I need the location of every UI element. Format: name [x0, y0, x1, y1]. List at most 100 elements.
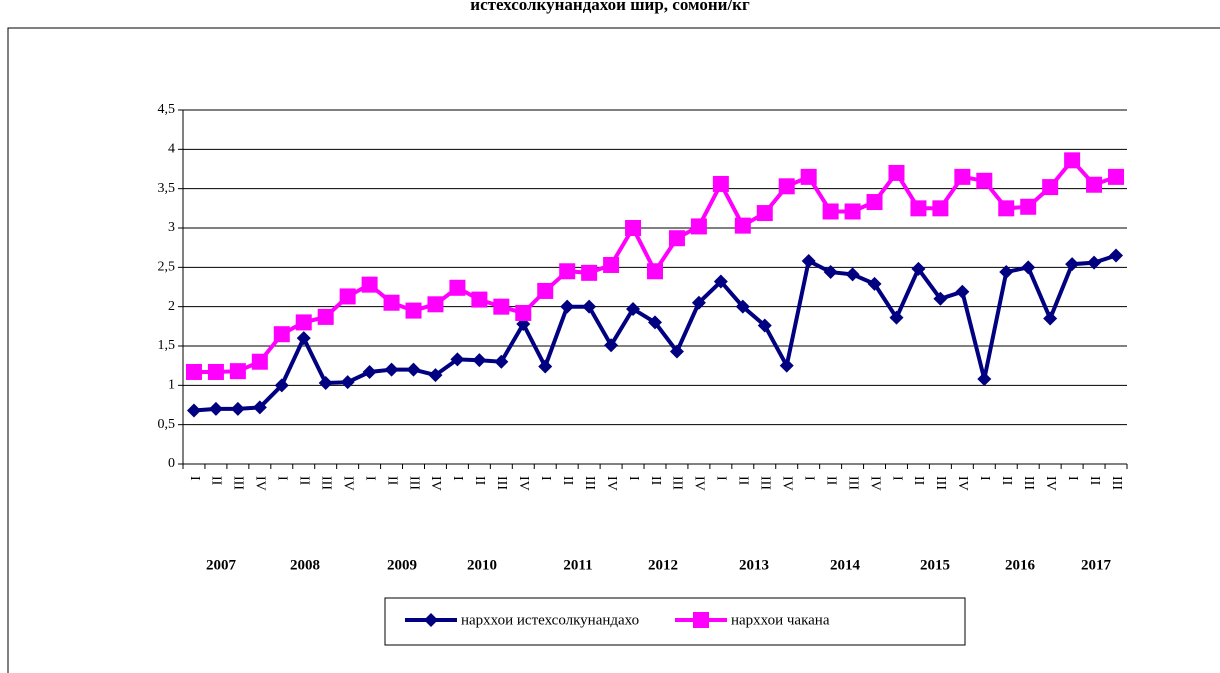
year-label: 2012	[648, 557, 678, 573]
x-tick-label: I	[1065, 476, 1080, 481]
x-tick-label: IV	[1043, 476, 1058, 491]
point	[273, 326, 290, 343]
x-tick-label: IV	[955, 476, 970, 491]
point	[295, 314, 312, 331]
x-tick-label: I	[977, 476, 992, 481]
y-tick-label: 2,5	[158, 260, 176, 275]
point	[252, 400, 267, 415]
point	[822, 203, 839, 220]
point	[559, 263, 576, 280]
point	[823, 265, 838, 280]
point	[1042, 179, 1059, 196]
chart-frame	[7, 27, 1220, 673]
year-label: 2007	[206, 557, 237, 573]
y-tick-label: 2	[168, 299, 175, 314]
point	[712, 175, 729, 192]
legend-marker	[693, 612, 709, 628]
point	[647, 263, 663, 280]
point	[669, 344, 684, 359]
point	[713, 274, 728, 289]
legend-label: нарххои истехсолкунандахо	[461, 612, 639, 628]
x-tick-label: IV	[780, 476, 795, 491]
point	[932, 200, 949, 217]
point	[867, 276, 882, 291]
point	[844, 203, 861, 220]
point	[296, 331, 311, 346]
point	[691, 295, 706, 310]
y-tick-label: 4,5	[158, 102, 176, 117]
point	[604, 338, 619, 353]
point	[317, 308, 334, 325]
x-tick-label: II	[1087, 476, 1102, 486]
point	[428, 368, 443, 383]
point	[207, 363, 224, 380]
point	[757, 318, 772, 333]
point	[472, 353, 487, 368]
point	[318, 375, 333, 390]
point	[648, 315, 662, 330]
x-tick-label: III	[582, 476, 597, 490]
point	[208, 401, 223, 416]
point	[1043, 311, 1058, 326]
x-tick-label: IV	[516, 476, 531, 491]
x-tick-label: III	[1109, 476, 1124, 490]
year-label: 2008	[290, 557, 320, 573]
point	[515, 304, 532, 321]
point	[690, 218, 707, 235]
point	[537, 282, 554, 299]
point	[384, 362, 399, 377]
x-tick-label: IV	[253, 476, 268, 491]
point	[427, 296, 444, 313]
point	[778, 178, 795, 195]
point	[668, 230, 685, 247]
x-tick-label: II	[297, 476, 312, 486]
x-tick-label: I	[714, 476, 729, 481]
point	[756, 205, 773, 222]
x-tick-label: II	[472, 476, 487, 486]
x-tick-label: III	[1021, 476, 1036, 490]
point	[185, 363, 202, 380]
x-tick-label: IV	[428, 476, 443, 491]
point	[1109, 248, 1124, 263]
year-label: 2017	[1081, 557, 1112, 573]
point	[1020, 198, 1037, 215]
point	[471, 291, 488, 308]
point	[383, 294, 400, 311]
x-tick-label: IV	[340, 476, 355, 491]
point	[735, 299, 750, 314]
x-tick-label: III	[933, 476, 948, 490]
x-tick-label: IV	[604, 476, 619, 491]
x-tick-label: II	[209, 476, 224, 486]
point	[1086, 176, 1103, 193]
point	[582, 299, 597, 314]
point	[339, 288, 356, 305]
y-tick-label: 3	[168, 220, 175, 235]
x-tick-label: I	[889, 476, 904, 481]
x-tick-label: I	[275, 476, 290, 481]
x-tick-label: II	[384, 476, 399, 486]
point	[186, 403, 201, 418]
point	[361, 276, 378, 293]
point	[1064, 152, 1081, 169]
x-tick-label: III	[494, 476, 509, 490]
x-tick-label: I	[626, 476, 641, 481]
year-label: 2009	[387, 557, 417, 573]
x-tick-label: II	[999, 476, 1014, 486]
point	[998, 200, 1015, 217]
legend-label: нарххои чакана	[731, 612, 830, 628]
point	[581, 264, 598, 281]
point	[1065, 257, 1080, 272]
year-label: 2013	[739, 557, 769, 573]
y-tick-label: 0	[168, 456, 175, 471]
x-tick-label: II	[823, 476, 838, 486]
point	[977, 372, 992, 387]
x-tick-label: I	[801, 476, 816, 481]
point	[910, 200, 927, 217]
year-label: 2010	[467, 557, 497, 573]
year-label: 2014	[830, 557, 861, 573]
point	[229, 363, 246, 380]
x-tick-label: IV	[692, 476, 707, 491]
point	[779, 358, 794, 373]
